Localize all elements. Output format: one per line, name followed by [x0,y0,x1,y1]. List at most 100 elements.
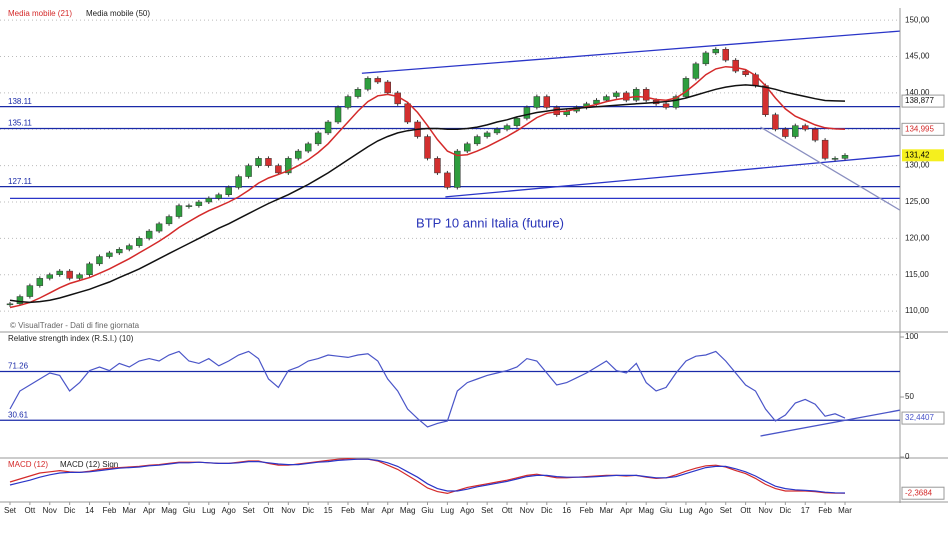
x-tick-label: Set [243,506,256,515]
value-tag-box [901,411,945,425]
candle [6,303,14,306]
value-tag: -2,3684 [905,488,933,497]
x-tick-label: Set [720,506,733,515]
candle [692,63,700,79]
candle [116,249,123,254]
y-tick-label: 0 [905,452,910,461]
x-tick-label: Ago [222,506,237,515]
y-tick-label: 130,00 [905,161,930,170]
source: © VisualTrader - Dati di fine giornata [10,321,140,330]
x-tick-label: Ott [25,506,36,515]
candle [36,278,44,286]
candle [603,96,610,101]
value-tag-box [902,149,944,162]
series-line [9,458,846,494]
candle [374,78,382,83]
level-label: 71.26 [8,362,29,371]
candle [384,81,391,94]
candle [543,96,551,108]
x-tick-label: Nov [758,506,772,515]
legend-macd: MACD (12) [8,460,48,469]
candle [235,176,242,188]
candle [106,252,113,257]
x-tick-label: Lug [202,506,215,515]
y-tick-label: 150,00 [905,15,930,24]
series-line [9,65,846,309]
candle [295,150,302,159]
x-tick-label: Nov [281,506,295,515]
x-tick-label: Lug [679,506,692,515]
value-tag: 138,877 [905,96,934,105]
candle [314,132,322,145]
candle [404,103,411,123]
candle [722,49,729,61]
x-tick-label: Dic [780,506,792,515]
candle [702,52,710,65]
level-label: 135.11 [8,119,32,128]
candle [841,155,849,159]
candle [155,223,163,232]
trend-line [760,126,901,211]
x-tick-label: Mar [838,506,852,515]
candle [523,107,531,119]
legend-ma21: Media mobile (21) [8,9,72,18]
candle [354,89,362,97]
candle [821,139,829,159]
x-tick-label: 16 [562,506,571,515]
candle [762,85,769,115]
y-tick-label: 110,00 [905,306,929,315]
y-tick-label: 100 [905,332,919,341]
candle [16,296,24,305]
x-tick-label: Dic [64,506,76,515]
candle [145,230,153,239]
x-tick-label: 15 [324,506,333,515]
x-tick-label: Ago [699,506,714,515]
candle [483,132,491,137]
y-tick-label: 50 [905,392,914,401]
candle [623,92,630,101]
candle [682,78,690,97]
candle [195,201,203,206]
candle [245,165,252,177]
candle [802,125,809,130]
candle [344,96,352,108]
candle [732,59,739,72]
x-tick-label: Apr [382,506,395,515]
candle [464,143,471,152]
x-tick-label: Feb [818,506,832,515]
x-tick-label: Dic [541,506,553,515]
value-tag-box [901,122,945,136]
trend-line [760,409,900,437]
x-tick-label: Mar [600,506,614,515]
x-tick-label: Set [481,506,494,515]
value-tag: 131,42 [905,150,930,159]
candle [324,121,332,134]
candle [185,205,193,207]
x-tick-label: Feb [580,506,594,515]
value-tag: 32,4407 [905,413,934,422]
y-tick-label: 145,00 [905,52,930,61]
x-tick-label: Ott [740,506,751,515]
candle [66,270,73,279]
candle [792,125,799,137]
candle [503,125,511,130]
x-tick-label: Mar [361,506,375,515]
x-tick-label: Mag [638,506,654,515]
candle [613,92,620,97]
candle [434,158,441,174]
rsi-title: Relative strength index (R.S.I.) (10) [8,334,134,343]
x-tick-label: Ott [263,506,274,515]
x-tick-label: 14 [85,506,94,515]
y-tick-label: 115,00 [905,270,929,279]
series-line [9,84,846,304]
candle [811,129,819,141]
y-tick-label: 140,00 [905,88,930,97]
candle [742,70,749,75]
candle [772,114,779,130]
y-tick-label: 120,00 [905,233,930,242]
candle [285,158,292,174]
x-tick-label: Mar [122,506,136,515]
candle [444,172,451,188]
